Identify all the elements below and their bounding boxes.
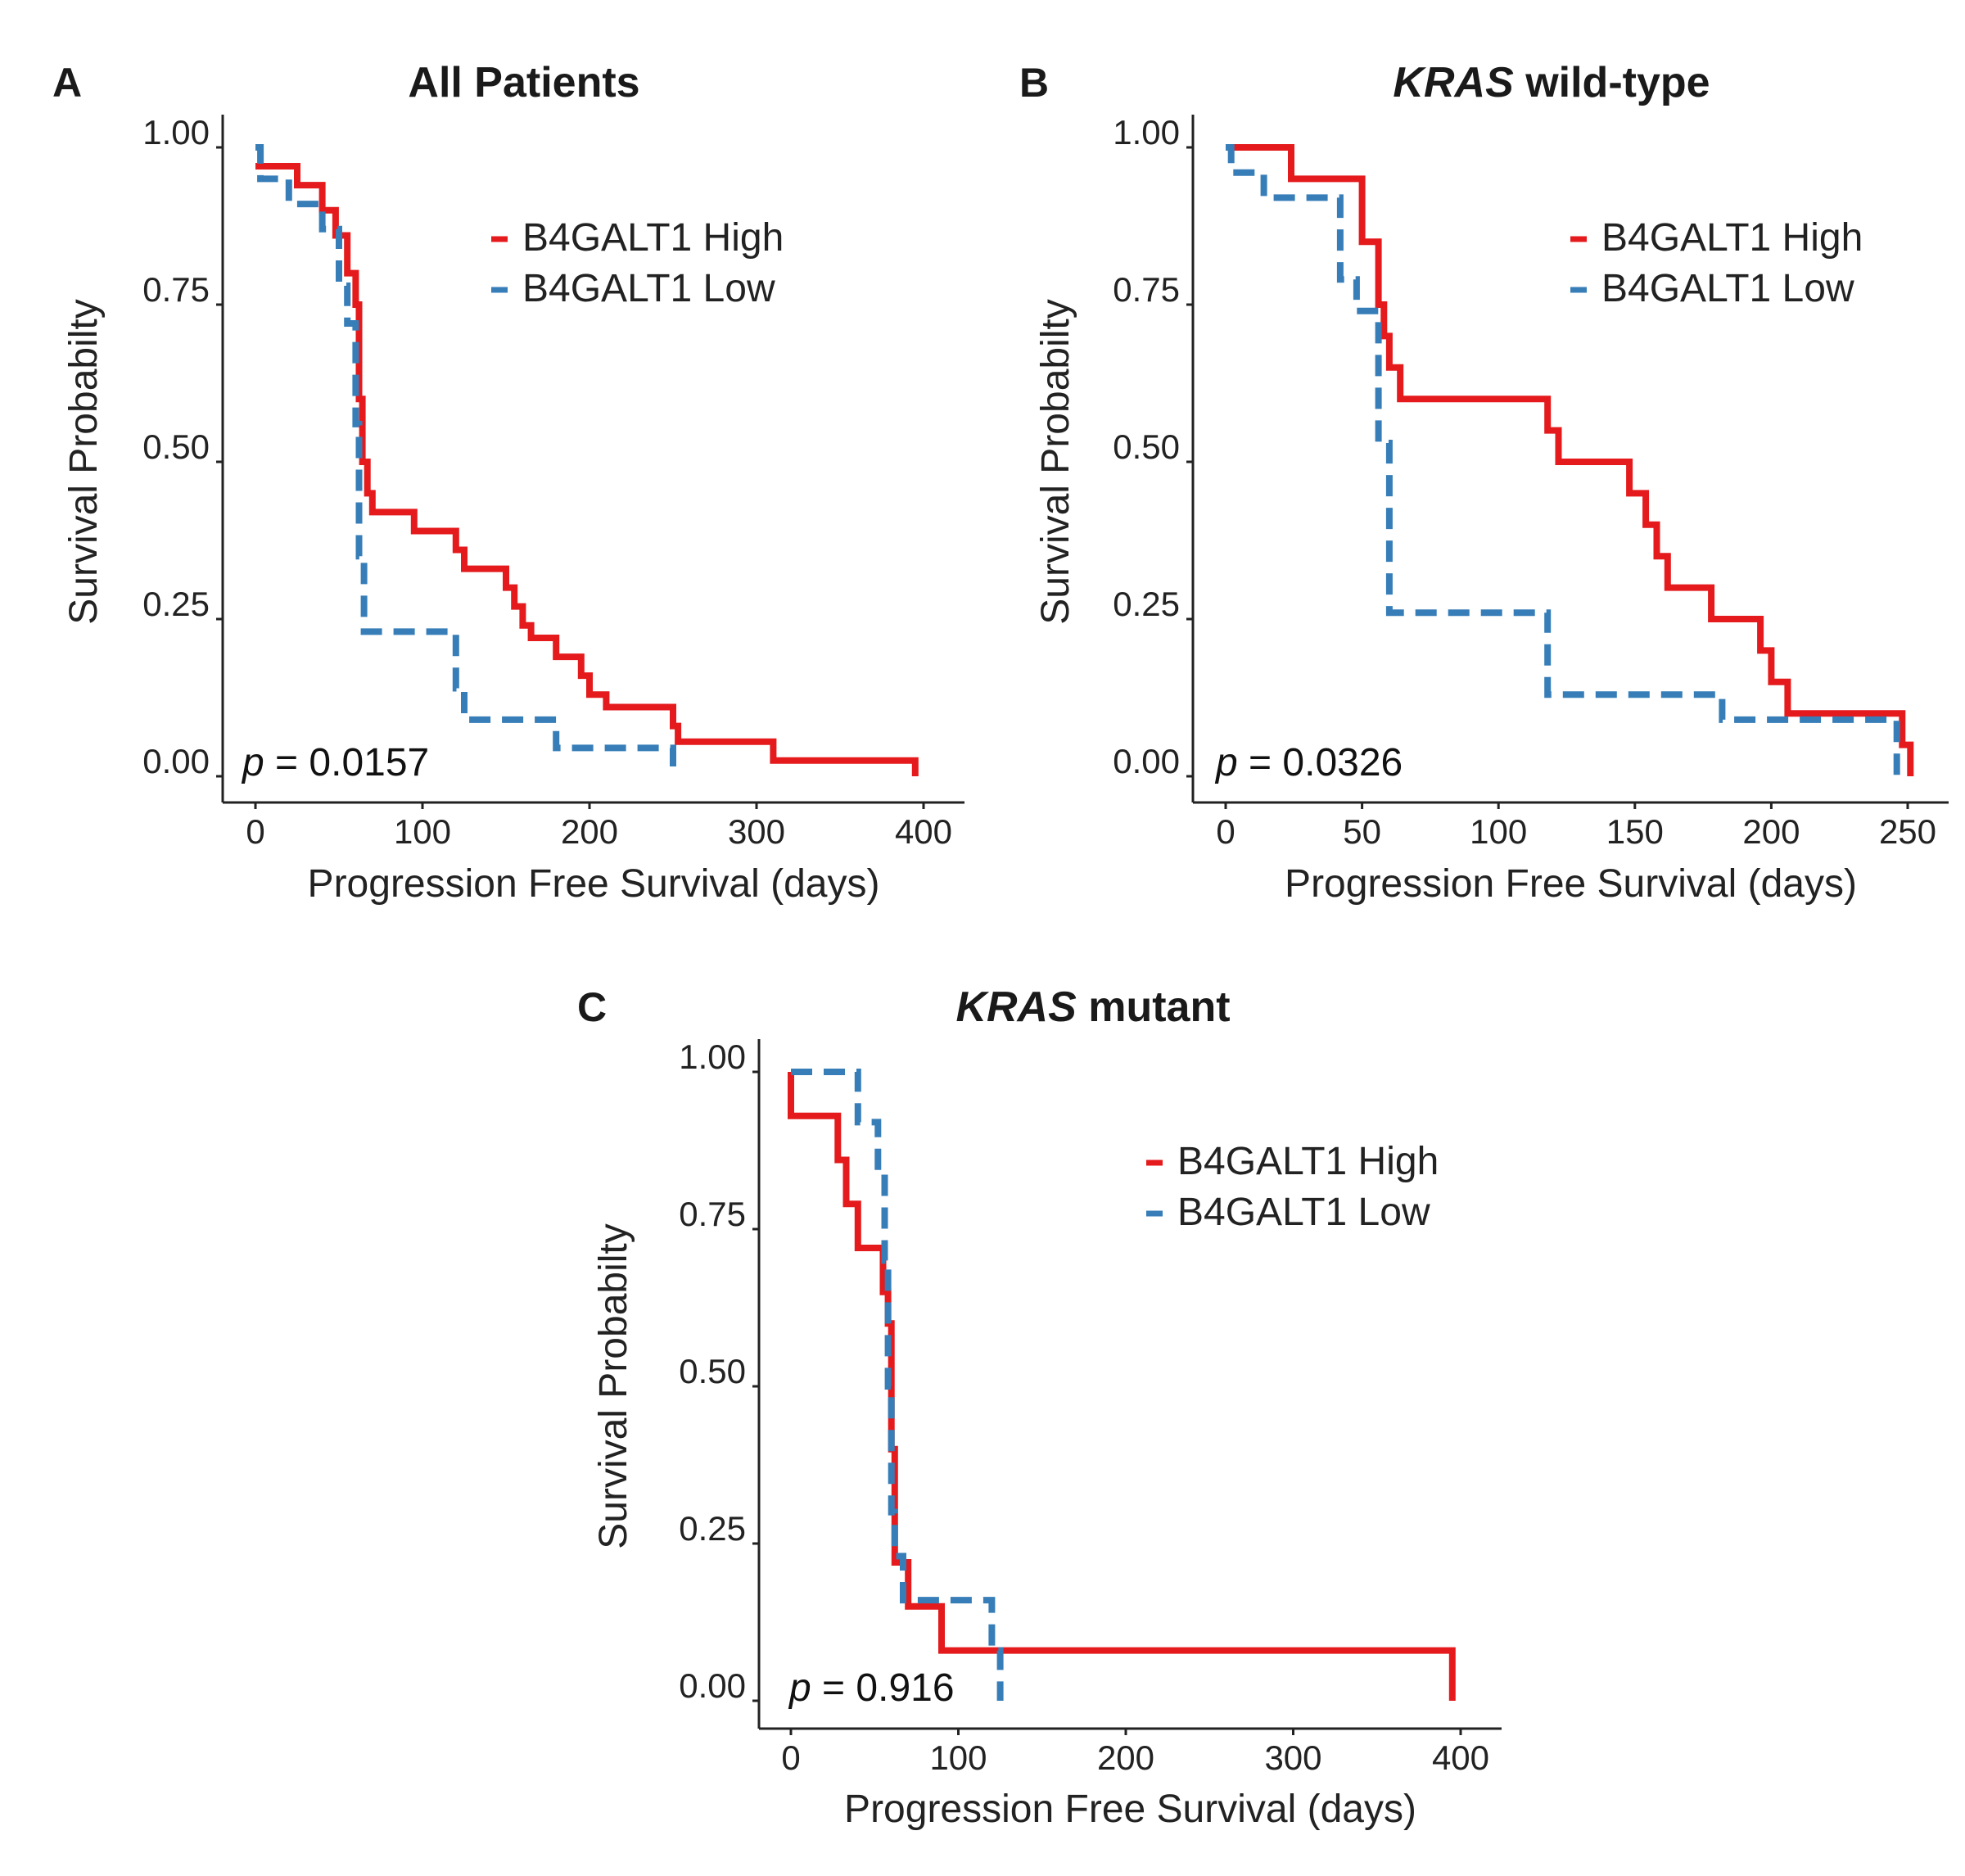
y-tick-label: 0.75 xyxy=(142,270,210,309)
y-axis-title: Survival Probabilty xyxy=(1034,299,1077,625)
x-tick-label: 400 xyxy=(895,812,952,851)
x-tick-label: 0 xyxy=(781,1738,800,1777)
p-value-symbol: p xyxy=(1214,741,1238,784)
p-value-symbol: p xyxy=(241,741,264,784)
legend-label-low: B4GALT1 Low xyxy=(1177,1191,1430,1234)
x-tick-label: 100 xyxy=(394,812,451,851)
chart-title-gene: KRAS xyxy=(955,983,1077,1031)
series-line-low xyxy=(255,144,676,776)
series-line-high xyxy=(1226,144,1914,776)
x-tick-label: 200 xyxy=(1742,812,1800,851)
x-tick-label: 250 xyxy=(1879,812,1936,851)
y-tick-label: 1.00 xyxy=(142,113,210,151)
y-tick-label: 0.00 xyxy=(142,742,210,780)
x-tick-label: 300 xyxy=(1264,1738,1321,1777)
series-line-low xyxy=(791,1069,1004,1701)
panel-letter: C xyxy=(577,984,607,1030)
x-tick-label: 400 xyxy=(1432,1738,1489,1777)
chart-title-text: All Patients xyxy=(408,59,639,106)
p-value-annotation: p = 0.0157 xyxy=(241,741,429,784)
y-tick-label: 1.00 xyxy=(1113,113,1180,151)
chart-title: KRAS mutant xyxy=(955,983,1230,1031)
panel-letter: A xyxy=(52,60,82,106)
x-axis-title: Progression Free Survival (days) xyxy=(844,1788,1416,1831)
x-tick-label: 100 xyxy=(929,1738,987,1777)
panels-group: A All Patients 0.00 0.25 0.50 0.75 1.00 0 100 200… xyxy=(52,59,1949,1831)
p-value-annotation: p = 0.0326 xyxy=(1214,741,1403,784)
y-axis-title: Survival Probabilty xyxy=(592,1223,635,1549)
y-tick-label: 0.75 xyxy=(1113,270,1180,309)
panel-b: B KRAS wild-type 0.00 0.25 0.50 0.75 1.00 0 50 10… xyxy=(1019,59,1949,906)
p-value-symbol: p xyxy=(788,1666,811,1710)
panel-a: A All Patients 0.00 0.25 0.50 0.75 1.00 0 100 200… xyxy=(52,59,964,906)
x-tick-label: 0 xyxy=(246,812,264,851)
panel-c: C KRAS mutant 0.00 0.25 0.50 0.75 1.00 0 100 200 3… xyxy=(577,983,1502,1831)
y-tick-label: 0.00 xyxy=(1113,742,1180,780)
legend-label-high: B4GALT1 High xyxy=(522,216,784,260)
x-axis-title: Progression Free Survival (days) xyxy=(1285,862,1857,906)
y-tick-label: 0.25 xyxy=(679,1509,746,1548)
y-tick-label: 0.25 xyxy=(1113,585,1180,623)
y-tick-label: 1.00 xyxy=(679,1037,746,1076)
y-tick-label: 0.50 xyxy=(1113,427,1180,466)
x-tick-label: 50 xyxy=(1343,812,1381,851)
legend-label-low: B4GALT1 Low xyxy=(522,267,775,310)
y-tick-label: 0.25 xyxy=(142,585,210,623)
chart-title: KRAS wild-type xyxy=(1393,59,1710,106)
y-tick-label: 0.50 xyxy=(142,427,210,466)
y-axis-title: Survival Probabilty xyxy=(62,299,106,625)
series-line-high xyxy=(255,163,919,776)
chart-title: All Patients xyxy=(408,59,639,106)
p-value-number: = 0.0326 xyxy=(1238,741,1403,784)
chart-title-text: mutant xyxy=(1077,983,1231,1031)
x-tick-label: 200 xyxy=(1097,1738,1154,1777)
x-tick-label: 300 xyxy=(728,812,785,851)
x-tick-label: 150 xyxy=(1606,812,1664,851)
chart-title-gene: KRAS xyxy=(1393,59,1514,106)
panel-letter: B xyxy=(1019,60,1049,106)
x-axis-title: Progression Free Survival (days) xyxy=(308,862,880,906)
legend-label-high: B4GALT1 High xyxy=(1177,1140,1439,1183)
x-tick-label: 100 xyxy=(1470,812,1527,851)
y-tick-label: 0.75 xyxy=(679,1195,746,1233)
p-value-annotation: p = 0.916 xyxy=(788,1666,955,1710)
x-tick-label: 0 xyxy=(1216,812,1235,851)
chart-title-text: wild-type xyxy=(1514,59,1710,106)
y-tick-label: 0.00 xyxy=(679,1666,746,1705)
p-value-number: = 0.916 xyxy=(811,1666,955,1710)
legend-label-high: B4GALT1 High xyxy=(1601,216,1863,260)
x-tick-label: 200 xyxy=(561,812,618,851)
legend-label-low: B4GALT1 Low xyxy=(1601,267,1854,310)
y-tick-label: 0.50 xyxy=(679,1352,746,1390)
p-value-number: = 0.0157 xyxy=(264,741,430,784)
